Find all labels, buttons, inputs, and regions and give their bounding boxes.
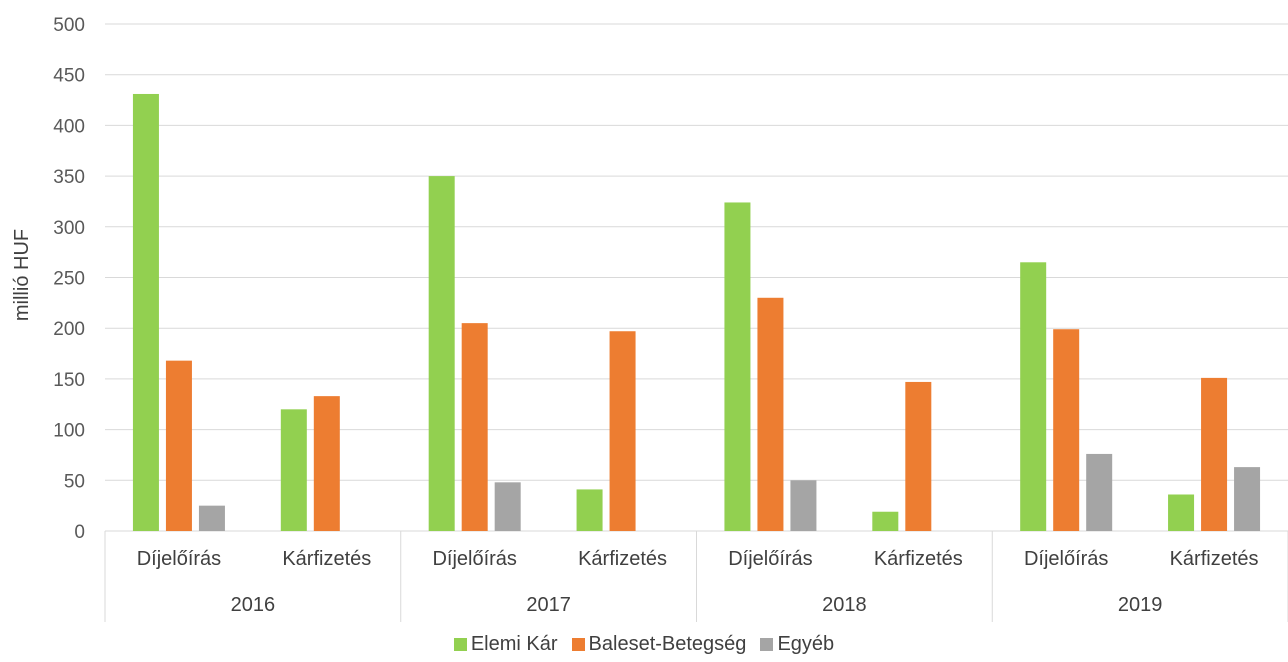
x-tick-label: Kárfizetés	[578, 548, 667, 570]
x-tick-label: Díjelőírás	[432, 548, 516, 570]
bar	[1053, 329, 1080, 531]
bar	[198, 505, 225, 531]
y-axis-ticks: 0 50 100 150 200 250 300 350 400 450 500	[53, 15, 85, 543]
bars	[132, 93, 1261, 532]
bar	[1168, 494, 1195, 531]
y-tick-label: 150	[53, 370, 85, 391]
y-tick-label: 50	[64, 471, 85, 492]
x-group-label: 2016	[231, 594, 276, 616]
x-axis: Díjelőírás Kárfizetés Díjelőírás Kárfizetés…	[104, 531, 1288, 622]
x-group-label: 2019	[1118, 594, 1163, 616]
bar	[724, 202, 751, 532]
bar	[132, 93, 159, 531]
bar	[1020, 262, 1047, 531]
legend-swatch	[760, 638, 774, 651]
x-tick-label: Kárfizetés	[1170, 548, 1259, 570]
bar	[494, 482, 521, 531]
legend: Elemi Kár Baleset-Betegség Egyéb	[0, 633, 1288, 657]
x-tick-label: Kárfizetés	[282, 548, 371, 570]
bar	[872, 511, 899, 531]
legend-item: Elemi Kár	[453, 633, 558, 656]
legend-swatch	[453, 638, 467, 651]
bar	[428, 176, 455, 531]
y-tick-label: 350	[53, 167, 85, 188]
y-tick-label: 500	[53, 15, 85, 36]
y-axis-label: millió HUF	[11, 229, 33, 321]
y-tick-label: 250	[53, 269, 85, 290]
bar	[1086, 453, 1113, 531]
y-tick-label: 300	[53, 218, 85, 239]
bar	[313, 396, 340, 531]
bar	[609, 331, 636, 531]
bar	[757, 297, 784, 531]
y-tick-label: 400	[53, 116, 85, 137]
x-tick-label: Díjelőírás	[728, 548, 812, 570]
legend-item: Egyéb	[760, 633, 834, 656]
x-group-label: 2017	[526, 594, 571, 616]
x-tick-label: Díjelőírás	[137, 548, 221, 570]
bar	[576, 489, 603, 531]
y-tick-label: 200	[53, 319, 85, 340]
bar	[280, 409, 307, 531]
legend-item: Baleset-Betegség	[571, 633, 747, 656]
bar	[790, 480, 817, 531]
x-tick-label: Díjelőírás	[1024, 548, 1108, 570]
legend-label: Elemi Kár	[470, 633, 558, 655]
chart: 0 50 100 150 200 250 300 350 400 450 500 Díjelőírá…	[11, 15, 1288, 622]
bar	[461, 323, 488, 531]
y-tick-label: 0	[74, 522, 85, 543]
x-group-label: 2018	[822, 594, 867, 616]
legend-swatch	[571, 638, 585, 651]
bar	[905, 381, 932, 531]
x-tick-label: Kárfizetés	[874, 548, 963, 570]
legend-label: Egyéb	[777, 633, 835, 655]
legend-label: Baleset-Betegség	[588, 633, 747, 655]
y-tick-label: 100	[53, 421, 85, 442]
bar	[1234, 467, 1261, 531]
y-tick-label: 450	[53, 66, 85, 87]
bar	[165, 360, 192, 531]
bar	[1201, 377, 1228, 531]
